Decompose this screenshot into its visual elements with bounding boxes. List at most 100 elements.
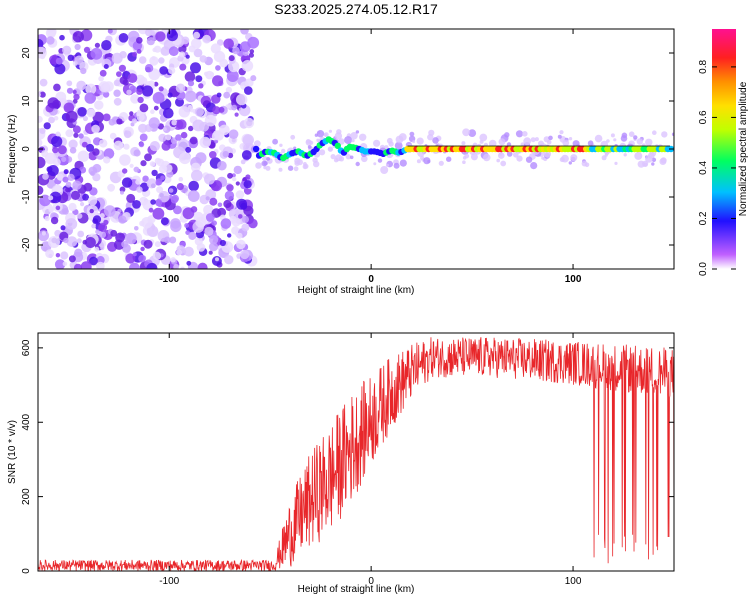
spectrogram-noise-blob xyxy=(120,190,124,195)
spectrogram-noise-blob xyxy=(138,141,145,148)
spectrogram-noise-blob xyxy=(225,86,232,94)
spectrogram-noise-blob xyxy=(107,183,115,192)
spectrogram-noise-blob xyxy=(125,232,137,245)
spectrogram-noise-blob xyxy=(187,80,195,87)
spectrogram-noise-blob xyxy=(92,173,101,182)
spectrogram-halo-blob xyxy=(642,160,649,167)
spectrogram-noise-blob xyxy=(163,107,174,119)
spectrogram-noise-blob xyxy=(242,134,254,146)
spectrogram-noise-blob xyxy=(101,40,112,51)
spectrogram-noise-blob xyxy=(184,90,197,103)
spectrogram-noise-blob xyxy=(91,223,96,229)
spectrogram-noise-blob xyxy=(208,115,215,121)
spectrogram-noise-blob xyxy=(158,57,165,64)
spectrogram-noise-blob xyxy=(169,236,177,244)
spectrogram-noise-blob xyxy=(220,218,232,229)
spectrogram-noise-blob xyxy=(94,100,104,110)
spectrogram-halo-blob xyxy=(349,155,354,160)
spectrogram-noise-blob xyxy=(65,181,72,188)
spectrogram-noise-blob xyxy=(234,112,239,117)
spectrogram-noise-blob xyxy=(95,229,100,235)
spectrogram-noise-blob xyxy=(238,214,243,219)
spectrogram-noise-blob xyxy=(215,257,219,262)
spectrogram-noise-blob xyxy=(63,169,69,175)
spectrogram-noise-blob xyxy=(45,29,56,39)
snr-x-label: Height of straight line (km) xyxy=(298,584,415,595)
spectrogram-noise-blob xyxy=(55,131,61,137)
spectrogram-halo-blob xyxy=(281,148,286,154)
spectrogram-halo-blob xyxy=(461,141,466,146)
spectrogram-halo-blob xyxy=(530,162,538,170)
spectrogram-noise-blob xyxy=(43,122,51,130)
spectrogram-y-tick-label: 0 xyxy=(21,146,32,152)
spectrogram-halo-blob xyxy=(319,149,326,156)
spectrogram-noise-blob xyxy=(121,240,128,248)
spectrogram-halo-blob xyxy=(651,162,655,166)
spectrogram-noise-blob xyxy=(123,130,132,139)
spectrogram-noise-blob xyxy=(159,66,168,75)
spectrogram-noise-blob xyxy=(44,215,50,222)
spectrogram-noise-blob xyxy=(74,43,81,51)
spectrogram-noise-blob xyxy=(62,45,72,55)
spectrogram-halo-blob xyxy=(427,134,434,141)
colorbar-tick-label: 0.6 xyxy=(698,110,709,124)
spectrogram-noise-blob xyxy=(236,198,248,210)
spectrogram-noise-blob xyxy=(143,239,153,249)
spectrogram-noise-blob xyxy=(195,152,207,164)
spectrogram-noise-blob xyxy=(179,51,186,58)
spectrogram-noise-blob xyxy=(71,190,81,200)
spectrogram-noise-blob xyxy=(62,176,69,183)
spectrogram-halo-blob xyxy=(279,143,283,147)
spectrogram-noise-blob xyxy=(183,246,194,257)
spectrogram-noise-blob xyxy=(212,75,224,87)
snr-x-tick-label: 0 xyxy=(368,576,374,587)
spectrogram-noise-blob xyxy=(41,150,49,158)
spectrogram-noise-blob xyxy=(82,115,88,122)
spectrogram-noise-blob xyxy=(152,251,162,260)
spectrogram-halo-blob xyxy=(515,130,524,138)
spectrogram-noise-blob xyxy=(240,29,249,35)
spectrogram-noise-blob xyxy=(184,71,196,82)
spectrogram-noise-blob xyxy=(226,70,239,82)
spectrogram-halo-blob xyxy=(351,139,355,143)
spectrogram-halo-blob xyxy=(525,156,533,163)
spectrogram-noise-blob xyxy=(119,112,129,122)
snr-y-tick-label: 400 xyxy=(21,413,32,430)
spectrogram-halo-blob xyxy=(557,134,562,139)
spectrogram-noise-blob xyxy=(107,29,113,34)
spectrogram-noise-blob xyxy=(204,173,215,185)
spectrogram-halo-blob xyxy=(470,153,478,161)
spectrogram-noise-blob xyxy=(61,156,67,162)
spectrogram-noise-blob xyxy=(140,246,145,252)
spectrogram-noise-blob xyxy=(152,207,165,220)
spectrogram-noise-blob xyxy=(175,83,186,93)
spectrogram-noise-blob xyxy=(60,225,66,231)
spectrogram-noise-blob xyxy=(63,237,69,244)
spectrogram-halo-blob xyxy=(278,167,283,172)
spectrogram-noise-blob xyxy=(204,71,209,77)
spectrogram-noise-blob xyxy=(99,213,105,219)
spectrogram-noise-blob xyxy=(205,196,210,201)
spectrogram-halo-blob xyxy=(614,161,618,165)
spectrogram-noise-blob xyxy=(148,80,155,87)
spectrogram-halo-blob xyxy=(559,130,564,135)
spectrogram-halo-blob xyxy=(613,138,617,142)
spectrogram-noise-blob xyxy=(121,177,133,188)
spectrogram-halo-blob xyxy=(513,152,519,158)
spectrogram-noise-blob xyxy=(66,80,73,87)
spectrogram-ridge-blob xyxy=(334,142,341,149)
spectrogram-noise-blob xyxy=(146,178,157,189)
spectrogram-noise-blob xyxy=(116,118,123,125)
spectrogram-noise-blob xyxy=(205,213,215,222)
spectrogram-noise-blob xyxy=(98,75,104,82)
spectrogram-noise-blob xyxy=(119,154,131,166)
spectrogram-noise-blob xyxy=(94,246,100,252)
spectrogram-halo-blob xyxy=(395,135,404,144)
colorbar-tick-label: 0.4 xyxy=(698,161,709,175)
spectrogram-halo-blob xyxy=(671,132,674,137)
spectrogram-halo-blob xyxy=(409,131,415,137)
spectrogram-halo-blob xyxy=(504,132,510,138)
spectrogram-noise-blob xyxy=(38,115,43,123)
spectrogram-noise-blob xyxy=(132,200,141,209)
spectrogram-noise-blob xyxy=(158,86,164,92)
